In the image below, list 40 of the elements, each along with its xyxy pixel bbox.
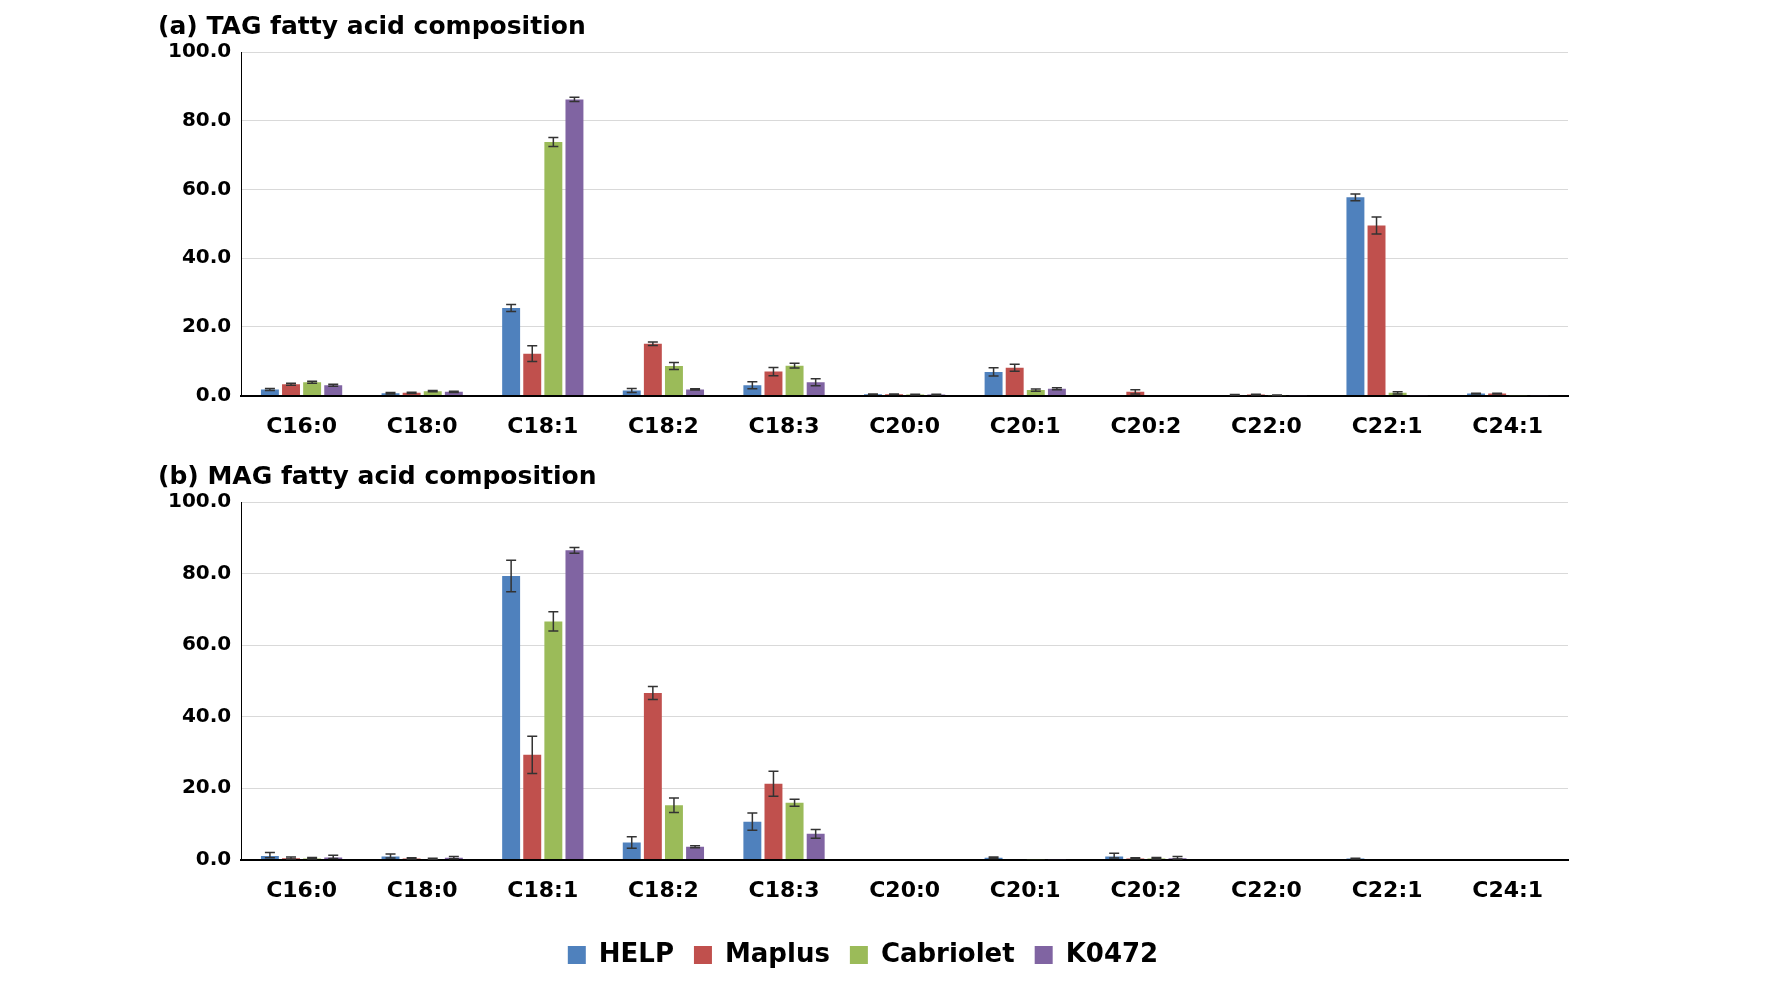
- x-tick-label: C18:2: [627, 876, 699, 902]
- y-tick-label: 40.0: [181, 702, 232, 727]
- y-tick-label: 60.0: [181, 175, 232, 200]
- x-tick-label: C18:1: [507, 412, 579, 438]
- y-tick-label: 80.0: [181, 559, 232, 584]
- x-tick-label: C22:1: [1351, 412, 1423, 438]
- x-tick-label: C16:0: [266, 412, 338, 438]
- x-tick-label: C20:2: [1110, 412, 1182, 438]
- x-tick-label: C22:0: [1231, 412, 1302, 438]
- legend-label: Maplus: [724, 937, 830, 968]
- x-tick-label: C18:0: [386, 876, 458, 902]
- y-tick-label: 20.0: [181, 313, 232, 338]
- y-tick-label: 0.0: [195, 381, 232, 406]
- legend-label: K0472: [1065, 937, 1159, 968]
- y-tick-label: 80.0: [181, 106, 232, 131]
- y-tick-label: 60.0: [181, 631, 232, 656]
- x-tick-label: C20:1: [989, 412, 1061, 438]
- x-tick-label: C18:0: [386, 412, 458, 438]
- x-tick-label: C18:3: [748, 876, 820, 902]
- legend-label: Cabriolet: [880, 937, 1015, 968]
- x-tick-label: C18:1: [507, 876, 579, 902]
- y-tick-label: 100.0: [168, 488, 232, 513]
- x-tick-label: C24:1: [1472, 412, 1544, 438]
- y-tick-label: 100.0: [168, 38, 232, 63]
- x-tick-label: C24:1: [1472, 876, 1544, 902]
- x-tick-label: C22:1: [1351, 876, 1423, 902]
- legend-label: HELP: [598, 937, 674, 968]
- chart-title: (a) TAG fatty acid composition: [158, 10, 586, 40]
- x-tick-label: C18:3: [748, 412, 820, 438]
- y-tick-label: 40.0: [181, 244, 232, 269]
- x-tick-label: C20:2: [1110, 876, 1182, 902]
- y-tick-label: 0.0: [195, 845, 232, 870]
- x-tick-label: C22:0: [1231, 876, 1302, 902]
- x-tick-label: C16:0: [266, 876, 338, 902]
- chart-title: (b) MAG fatty acid composition: [158, 460, 597, 490]
- x-tick-label: C20:1: [989, 876, 1061, 902]
- x-tick-label: C18:2: [627, 412, 699, 438]
- x-tick-label: C20:0: [869, 412, 941, 438]
- y-tick-label: 20.0: [181, 774, 232, 799]
- x-tick-label: C20:0: [869, 876, 941, 902]
